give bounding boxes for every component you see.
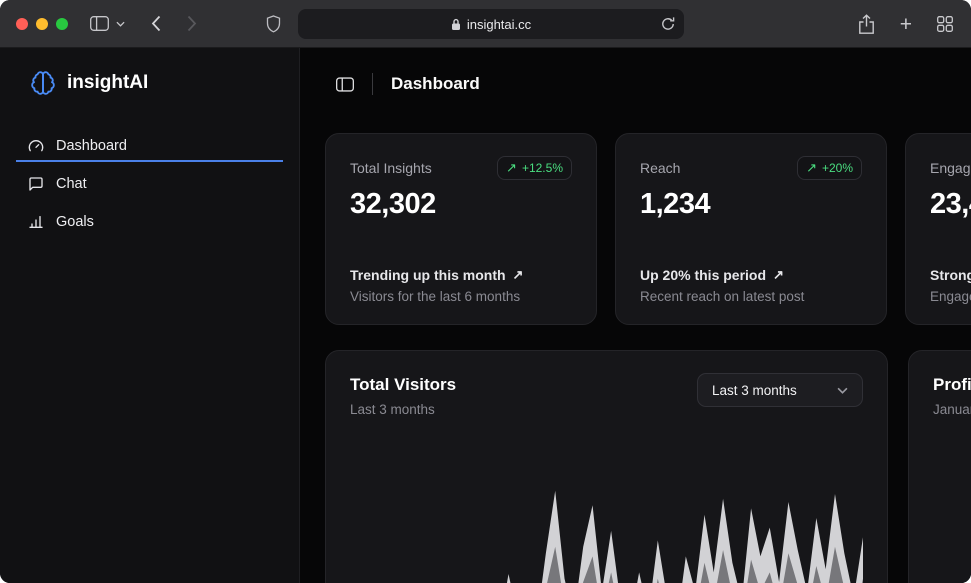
trend-badge: ↗ +20% (797, 156, 862, 180)
tab-overview-button[interactable] (937, 16, 953, 32)
browser-toolbar: insightai.cc + (0, 0, 971, 48)
sidebar-item-label: Goals (56, 214, 94, 230)
stat-description: Visitors for the last 6 months (350, 289, 521, 304)
chevron-down-icon (116, 21, 125, 27)
sidebar-item-goals[interactable]: Goals (16, 208, 283, 238)
privacy-shield-button[interactable] (266, 15, 281, 33)
trend-badge: ↗ +12.5% (497, 156, 572, 180)
stat-value: 23,456 (930, 188, 971, 220)
toolbar-right-group: + (858, 0, 953, 48)
reload-icon (662, 17, 675, 30)
visitors-chart-area (350, 486, 863, 583)
new-tab-button[interactable]: + (899, 12, 912, 36)
chevron-down-icon (837, 387, 848, 394)
gauge-icon (28, 140, 44, 152)
app-sidebar-toggle-button[interactable] (336, 76, 354, 92)
time-range-value: Last 3 months (712, 382, 797, 398)
shield-icon (266, 15, 281, 33)
main-header: Dashboard (300, 48, 971, 120)
stat-card-reach: Reach ↗ +20% 1,234 Up 20% this period ↗ … (615, 133, 887, 325)
total-visitors-card: Total Visitors Last 3 months Last 3 mont… (325, 350, 888, 583)
sidebar-item-label: Chat (56, 176, 87, 192)
history-nav-group (151, 15, 197, 32)
sidebar-item-chat[interactable]: Chat (16, 170, 283, 200)
trend-up-icon: ↗ (806, 160, 817, 175)
header-divider (372, 73, 373, 95)
share-icon (858, 13, 874, 34)
sidebar-panel-icon (90, 16, 109, 31)
main-area: Dashboard Total Insights ↗ +12.5% 32,302 (300, 48, 971, 583)
sidebar-item-label: Dashboard (56, 138, 127, 154)
browser-sidebar-toggle-button[interactable] (90, 16, 109, 31)
sidebar-nav: Dashboard Chat Goals (0, 118, 299, 238)
stat-title: Engagement (930, 160, 971, 176)
badge-value: +12.5% (521, 161, 563, 175)
stat-description: Recent reach on latest post (640, 289, 805, 304)
share-button[interactable] (858, 13, 875, 35)
forward-button[interactable] (187, 15, 197, 32)
chart-title: Total Visitors (350, 375, 457, 394)
chart-subtitle: Last 3 months (350, 402, 435, 417)
brand-name: insightAI (67, 72, 149, 93)
stat-value: 32,302 (350, 188, 436, 220)
dashboard-content: Total Insights ↗ +12.5% 32,302 Trending … (300, 133, 971, 583)
panel-left-icon (336, 76, 354, 92)
chevron-right-icon (187, 15, 197, 32)
chart-row: Total Visitors Last 3 months Last 3 mont… (325, 350, 971, 583)
url-text: insightai.cc (466, 16, 532, 32)
app-body: insightAI Dashboard Chat (0, 48, 971, 583)
trend-up-icon: ↗ (512, 267, 524, 282)
browser-sidebar-group (90, 16, 125, 31)
stat-card-engagement: Engagement ↗ +8% 23,456 Strong user rete… (905, 133, 971, 325)
profile-visits-card: Profile Visits January - June 2025 (908, 350, 971, 583)
close-window-button[interactable] (16, 17, 28, 30)
brain-logo-icon (31, 71, 55, 95)
stat-value: 1,234 (640, 188, 711, 220)
address-bar[interactable]: insightai.cc (298, 9, 684, 39)
brand: insightAI (0, 48, 299, 118)
lock-icon (451, 18, 460, 30)
reload-button[interactable] (661, 16, 675, 31)
profile-card-title: Profile Visits (933, 375, 971, 394)
stat-trend-text: Strong user retention (930, 267, 971, 283)
stat-description: Engagement exceed targets (930, 289, 971, 304)
stat-card-total-insights: Total Insights ↗ +12.5% 32,302 Trending … (325, 133, 597, 325)
sidebar-item-dashboard[interactable]: Dashboard (16, 132, 283, 162)
app-sidebar: insightAI Dashboard Chat (0, 48, 300, 583)
bar-chart-icon (29, 216, 43, 228)
zoom-window-button[interactable] (56, 17, 68, 30)
chat-icon (29, 177, 43, 191)
trend-up-icon: ↗ (506, 160, 517, 175)
stat-trend-text: Up 20% this period (640, 267, 767, 283)
page-title: Dashboard (391, 74, 480, 93)
badge-value: +20% (821, 161, 853, 175)
sidebar-dropdown-chevron-button[interactable] (116, 21, 125, 27)
stat-card-row: Total Insights ↗ +12.5% 32,302 Trending … (325, 133, 971, 325)
back-button[interactable] (151, 15, 161, 32)
chevron-left-icon (151, 15, 161, 32)
stat-title: Total Insights (350, 160, 432, 176)
profile-card-subtitle: January - June 2025 (933, 402, 971, 417)
minimize-window-button[interactable] (36, 17, 48, 30)
stat-trend-text: Trending up this month (350, 267, 506, 283)
stat-title: Reach (640, 160, 681, 176)
traffic-lights (0, 17, 68, 30)
time-range-select[interactable]: Last 3 months (697, 373, 863, 407)
trend-up-icon: ↗ (773, 267, 784, 282)
tab-grid-icon (937, 16, 953, 32)
visitors-area-chart (506, 490, 863, 583)
